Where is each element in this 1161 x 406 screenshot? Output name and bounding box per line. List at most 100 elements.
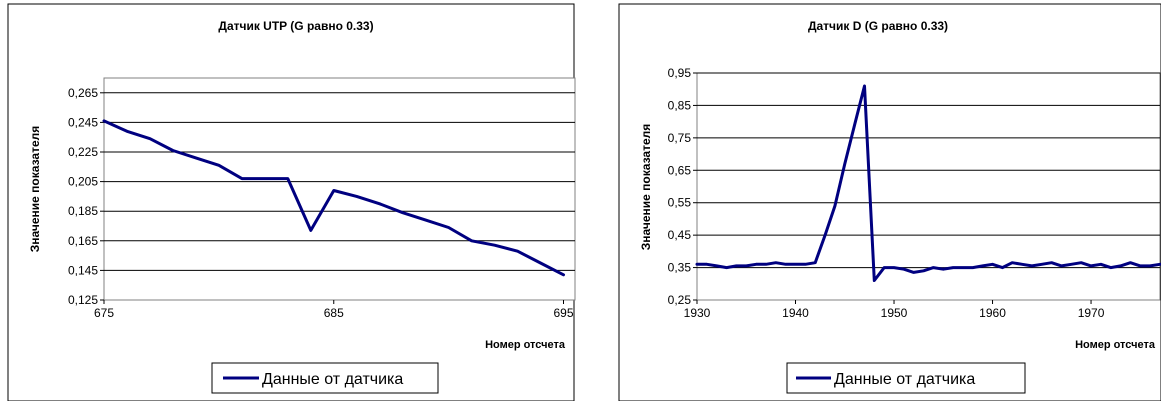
chart-utp-data-point <box>471 240 473 242</box>
chart-utp-y-tick-label: 0,225 <box>68 145 98 159</box>
chart-d-data-point <box>893 267 895 269</box>
chart-utp-data-point <box>287 178 289 180</box>
chart-d-data-point <box>991 263 994 265</box>
chart-utp-y-axis-label: Значение показателя <box>28 126 42 252</box>
chart-d-data-point <box>1080 262 1082 264</box>
chart-d-data-point <box>735 265 738 267</box>
chart-utp-data-point <box>562 274 565 276</box>
chart-d-data-point <box>726 267 728 269</box>
chart-d-data-point <box>1031 265 1033 267</box>
chart-d-data-point <box>1110 267 1112 269</box>
chart-utp-data-point <box>333 189 335 192</box>
chart-utp-y-tick-label: 0,125 <box>68 293 98 307</box>
chart-utp-data-point <box>425 219 427 221</box>
chart-d-data-point <box>1120 265 1122 267</box>
chart-d-data-point <box>716 265 718 267</box>
chart-d-x-tick-label: 1960 <box>979 306 1006 320</box>
chart-d-data-point <box>932 267 935 269</box>
chart-d-series-line <box>695 84 1161 282</box>
chart-d-data-point <box>1001 267 1004 269</box>
chart-d-data-point <box>765 263 767 265</box>
chart-utp-y-tick-label: 0,205 <box>68 175 98 189</box>
chart-d-data-point <box>903 268 905 270</box>
chart-d-y-ticks: 0,25 0,35 0,45 0,55 0,65 0,75 0,85 0,95 <box>668 66 697 307</box>
chart-d-data-point <box>804 263 807 265</box>
chart-d-data-point <box>1021 263 1023 265</box>
chart-d-data-point <box>952 267 954 269</box>
chart-d-data-point <box>863 85 866 87</box>
chart-d-data-point <box>755 263 757 265</box>
chart-utp-y-tick-label: 0,145 <box>68 263 98 277</box>
chart-d-data-point <box>1070 263 1072 265</box>
chart-utp-data-point <box>494 244 496 246</box>
chart-utp-data-point <box>379 203 381 205</box>
chart-utp-x-tick-label: 685 <box>324 306 344 320</box>
chart-utp-data-point <box>241 178 243 180</box>
chart-utp-data-point <box>356 195 358 197</box>
chart-d-data-point <box>775 262 777 264</box>
chart-utp-x-tick-label: 675 <box>94 306 114 320</box>
chart-utp-data-point <box>172 149 174 152</box>
chart-d-y-tick-label: 0,25 <box>668 293 692 307</box>
chart-d-gridlines <box>697 72 1160 269</box>
chart-d-data-point <box>1149 265 1151 267</box>
chart-utp-plot-area <box>103 77 576 301</box>
chart-d-y-tick-label: 0,75 <box>668 131 692 145</box>
chart-d-data-point <box>1100 263 1102 265</box>
chart-utp-data-point <box>195 157 197 159</box>
chart-d-y-tick-label: 0,55 <box>668 196 692 210</box>
chart-d-data-point <box>1139 265 1141 267</box>
chart-utp-data-point <box>103 120 105 122</box>
chart-d-title: Датчик D (G равно 0.33) <box>808 19 948 33</box>
chart-d-data-point <box>854 124 856 126</box>
chart-utp-x-tick-label: 695 <box>553 306 573 320</box>
chart-d-data-point <box>814 262 816 264</box>
chart-utp-legend: Данные от датчика <box>211 362 439 394</box>
chart-d-series <box>695 84 1161 282</box>
chart-d-data-point <box>982 265 984 267</box>
chart-utp-gridlines <box>104 92 575 271</box>
chart-utp-y-tick-label: 0,185 <box>68 204 98 218</box>
chart-d-legend: Данные от датчика <box>786 362 1026 394</box>
chart-utp-data-point <box>310 229 312 231</box>
chart-utp-title: Датчик UTP (G равно 0.33) <box>218 19 373 33</box>
chart-d-data-point <box>942 268 944 270</box>
chart-d-data-point <box>1011 262 1013 264</box>
chart-d: Датчик D (G равно 0.33) 0,25 0,35 0,45 0,55… <box>618 3 1161 402</box>
chart-utp-data-point <box>149 138 151 140</box>
chart-d-x-ticks: 1930 1940 1950 1960 1970 <box>684 300 1105 320</box>
chart-utp-data-point <box>402 212 404 214</box>
chart-d-data-point <box>1129 262 1131 264</box>
chart-d-data-point <box>1090 265 1092 267</box>
chart-d-data-point <box>873 279 875 282</box>
chart-d-data-point <box>1159 263 1161 265</box>
chart-utp-y-tick-label: 0,165 <box>68 234 98 248</box>
chart-utp-x-ticks: 675 685 695 <box>94 300 574 320</box>
chart-d-data-point <box>844 163 846 165</box>
chart-utp-data-point <box>539 262 542 264</box>
chart-d-data-point <box>962 267 964 269</box>
chart-d-y-tick-label: 0,35 <box>668 261 692 275</box>
chart-utp-data-point <box>218 164 220 166</box>
chart-d-data-point <box>696 263 698 265</box>
chart-d-y-axis-label: Значение показателя <box>639 124 653 250</box>
chart-utp-x-axis-label: Номер отсчета <box>485 339 566 351</box>
chart-utp-data-point <box>264 178 266 180</box>
chart-d-x-tick-label: 1930 <box>684 306 711 320</box>
chart-d-x-axis-label: Номер отсчета <box>1075 339 1156 351</box>
chart-utp-y-tick-label: 0,245 <box>68 115 98 129</box>
chart-utp-data-point <box>126 130 128 132</box>
chart-d-x-tick-label: 1970 <box>1078 306 1105 320</box>
chart-d-data-point <box>785 263 787 265</box>
chart-d-legend-label: Данные от датчика <box>834 371 975 388</box>
chart-d-data-point <box>794 263 797 265</box>
chart-d-y-tick-label: 0,85 <box>668 98 692 112</box>
chart-d-x-tick-label: 1950 <box>881 306 908 320</box>
chart-d-data-point <box>745 265 747 267</box>
chart-d-data-point <box>1051 262 1053 264</box>
chart-d-data-point <box>824 234 826 236</box>
chart-d-data-point <box>923 270 925 272</box>
chart-utp-data-point <box>517 250 519 252</box>
chart-utp-series <box>102 119 565 277</box>
